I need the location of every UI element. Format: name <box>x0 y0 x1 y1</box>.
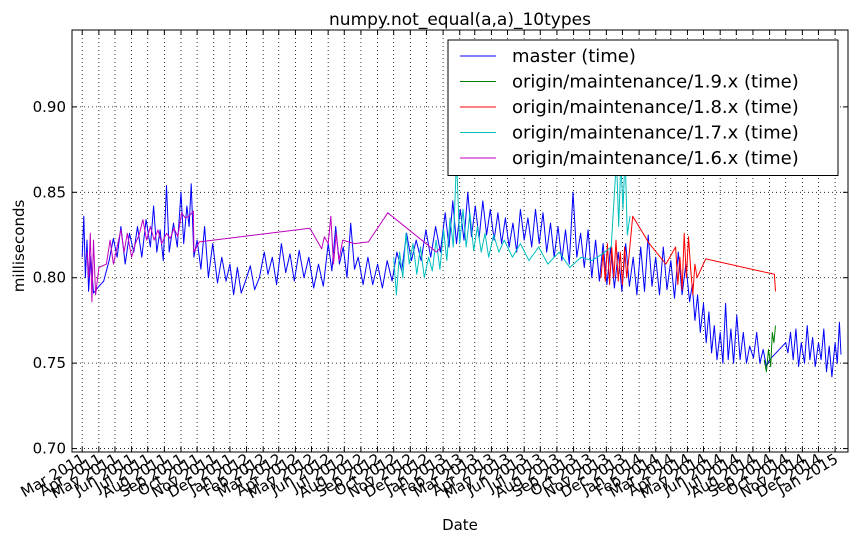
series-layer <box>81 154 842 378</box>
y-axis-ticks: 0.70 0.75 0.80 0.85 0.90 <box>33 98 848 458</box>
y-tick-label: 0.70 <box>33 440 66 458</box>
series-line-2 <box>763 325 776 373</box>
legend-box <box>447 39 839 176</box>
chart-title: numpy.not_equal(a,a)_10types <box>329 10 591 30</box>
y-axis-label: milliseconds <box>10 200 28 293</box>
legend-label-3: origin/maintenance/1.8.x (time) <box>512 97 799 118</box>
legend-label-1: master (time) <box>512 46 636 67</box>
series-line-4 <box>393 154 631 296</box>
series-line-1 <box>81 183 842 378</box>
x-axis-label: Date <box>442 516 478 534</box>
y-tick-label: 0.80 <box>33 269 66 287</box>
y-tick-label: 0.85 <box>33 183 66 201</box>
y-tick-label: 0.90 <box>33 98 66 116</box>
series-line-5 <box>86 210 442 303</box>
legend-label-2: origin/maintenance/1.9.x (time) <box>512 72 799 93</box>
y-tick-label: 0.75 <box>33 354 66 372</box>
legend-label-4: origin/maintenance/1.7.x (time) <box>512 123 799 144</box>
legend: master (time) origin/maintenance/1.9.x (t… <box>447 39 839 176</box>
legend-label-5: origin/maintenance/1.6.x (time) <box>512 148 799 169</box>
